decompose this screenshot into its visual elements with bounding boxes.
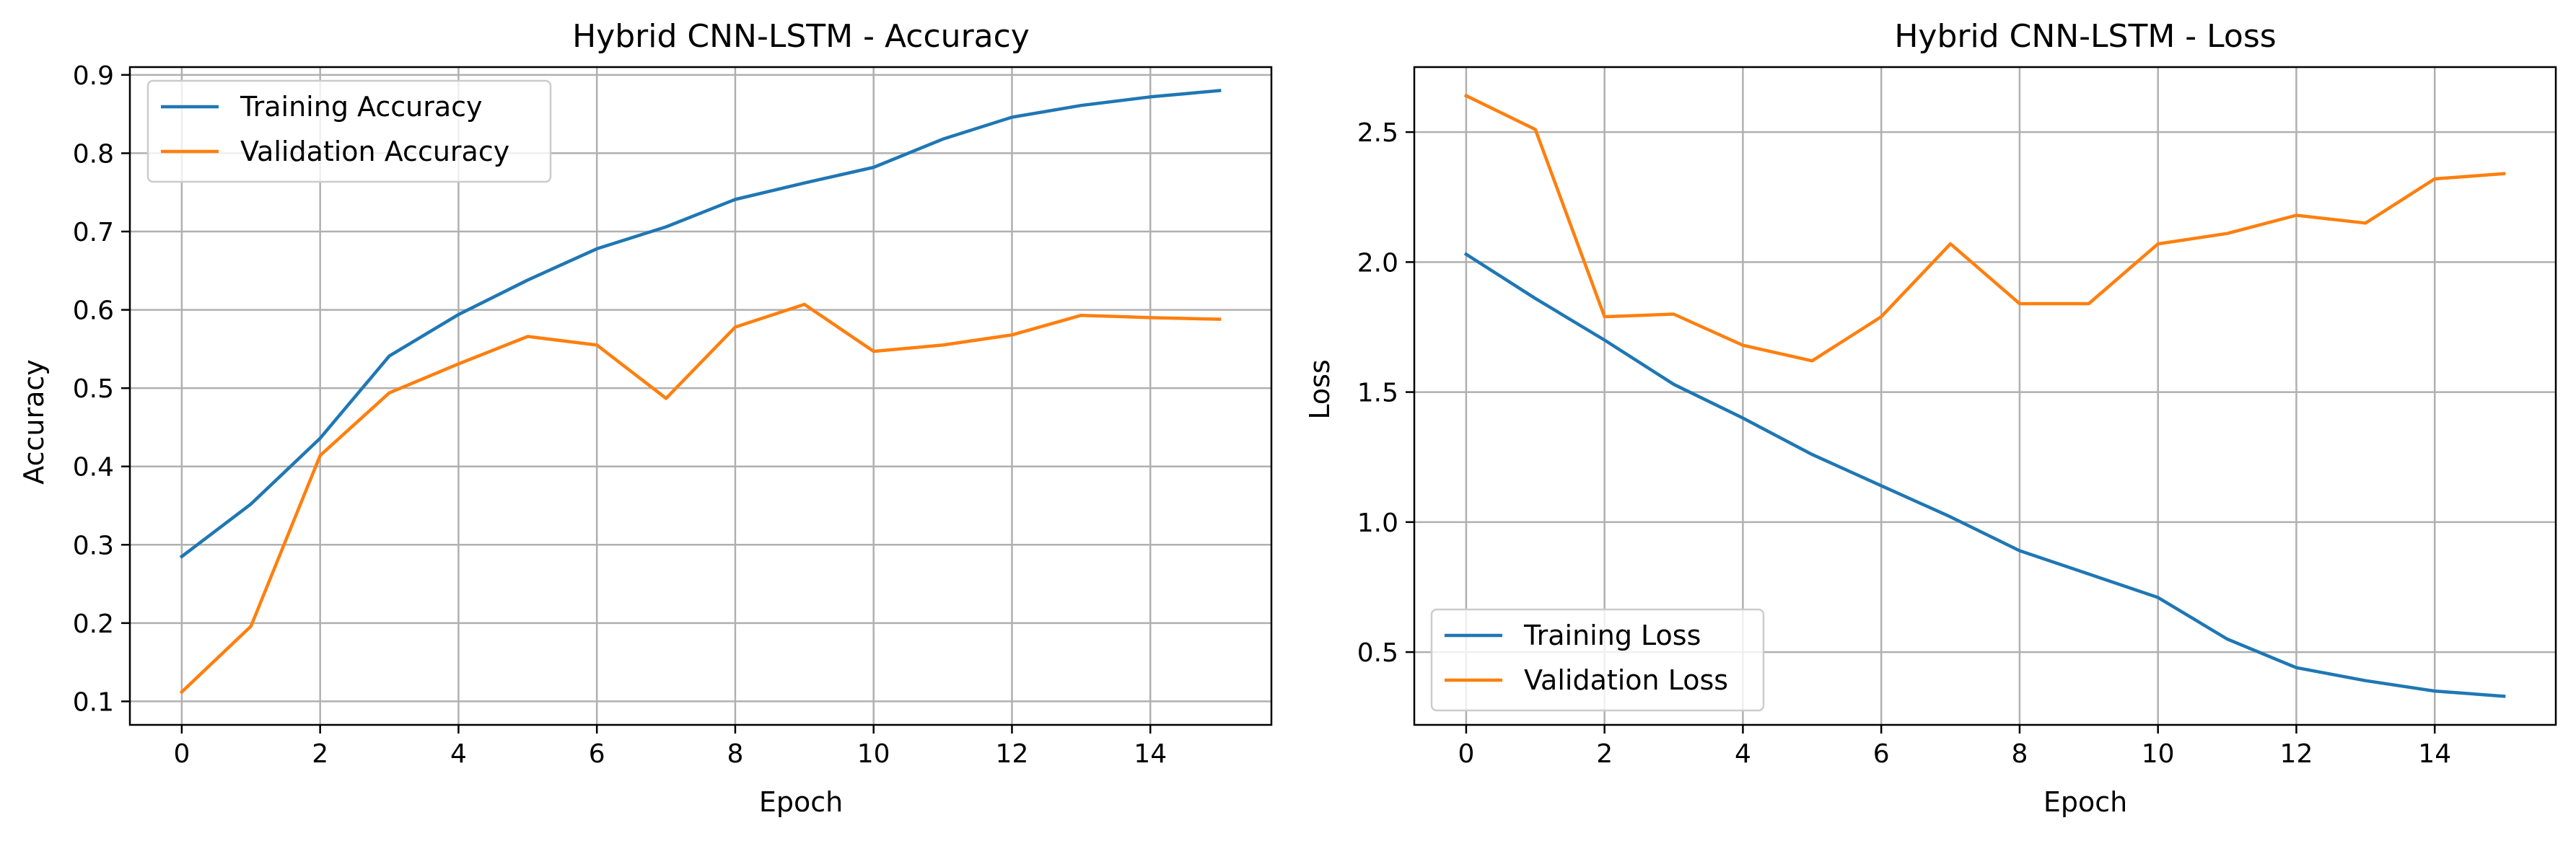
loss-x-tick-label: 10	[2142, 739, 2175, 769]
loss-x-tick-label: 4	[1735, 739, 1751, 769]
loss-x-tick-label: 8	[2011, 739, 2028, 769]
loss-plot-frame	[1413, 66, 2557, 726]
loss-y-tick-label: 0.5	[1357, 638, 1398, 668]
accuracy-x-tick-label: 10	[857, 739, 890, 769]
loss-y-axis-label: Loss	[1304, 359, 1336, 419]
accuracy-y-tick-label: 0.7	[73, 218, 114, 247]
validation-loss-legend-label: Validation Loss	[1524, 664, 1728, 696]
accuracy-y-tick-label: 0.8	[73, 139, 114, 169]
loss-legend: Training Loss Validation Loss	[1430, 608, 1765, 712]
accuracy-y-tick-label: 0.4	[73, 453, 114, 483]
loss-y-tick-label: 2.0	[1357, 248, 1398, 278]
loss-chart: Hybrid CNN-LSTM - Loss Epoch Loss 0 2 4 6 8 1…	[1304, 18, 2557, 818]
accuracy-legend: Training Accuracy Validation Accuracy	[146, 79, 552, 183]
accuracy-x-tick-label: 8	[727, 739, 743, 769]
loss-x-axis-label: Epoch	[2043, 786, 2127, 818]
validation-accuracy-legend-label: Validation Accuracy	[240, 136, 509, 167]
accuracy-y-tick-label: 0.5	[73, 374, 114, 404]
accuracy-x-axis-label: Epoch	[759, 786, 843, 818]
training-loss-line	[1463, 252, 2506, 698]
training-accuracy-legend-label: Training Accuracy	[240, 91, 483, 123]
accuracy-y-tick-label: 0.1	[73, 687, 114, 717]
loss-x-tick-label: 2	[1596, 739, 1613, 769]
accuracy-plot-frame	[128, 66, 1273, 726]
accuracy-x-tick-label: 4	[450, 739, 467, 769]
accuracy-ticks: 0 2 4 6 8 10 12 14 0.1 0.2 0.3 0.4 0.5 0.6 0.7 0.8 0.9	[73, 61, 1167, 769]
loss-chart-title: Hybrid CNN-LSTM - Loss	[1894, 18, 2276, 55]
accuracy-chart: Hybrid CNN-LSTM - Accuracy Epoch Accurac…	[18, 18, 1273, 818]
loss-x-tick-label: 0	[1458, 739, 1474, 769]
accuracy-y-tick-label: 0.2	[73, 609, 114, 639]
loss-y-tick-label: 1.0	[1357, 508, 1398, 538]
accuracy-series	[179, 89, 1222, 695]
loss-x-tick-label: 14	[2418, 739, 2451, 769]
loss-series	[1463, 93, 2506, 698]
training-loss-legend-label: Training Loss	[1523, 620, 1701, 651]
accuracy-y-tick-label: 0.6	[73, 296, 114, 326]
accuracy-x-tick-label: 12	[996, 739, 1029, 769]
accuracy-x-tick-label: 14	[1134, 739, 1167, 769]
accuracy-y-axis-label: Accuracy	[18, 359, 50, 485]
loss-y-tick-label: 1.5	[1357, 379, 1398, 408]
accuracy-x-tick-label: 6	[589, 739, 605, 769]
accuracy-chart-title: Hybrid CNN-LSTM - Accuracy	[572, 18, 1030, 55]
training-accuracy-line	[179, 89, 1222, 559]
accuracy-x-tick-label: 0	[173, 739, 190, 769]
accuracy-x-tick-label: 2	[312, 739, 328, 769]
accuracy-y-tick-label: 0.9	[73, 61, 114, 91]
loss-x-tick-label: 6	[1873, 739, 1890, 769]
validation-loss-line	[1463, 93, 2506, 363]
accuracy-grid	[130, 67, 1271, 725]
loss-y-tick-label: 2.5	[1357, 118, 1398, 148]
loss-x-tick-label: 12	[2280, 739, 2313, 769]
loss-grid	[1414, 67, 2556, 725]
accuracy-y-tick-label: 0.3	[73, 531, 114, 560]
loss-ticks: 0 2 4 6 8 10 12 14 0.5 1.0 1.5 2.0 2.5	[1357, 118, 2451, 769]
loss-legend-box	[1430, 608, 1765, 712]
accuracy-legend-box	[146, 79, 552, 183]
validation-accuracy-line	[179, 302, 1222, 695]
